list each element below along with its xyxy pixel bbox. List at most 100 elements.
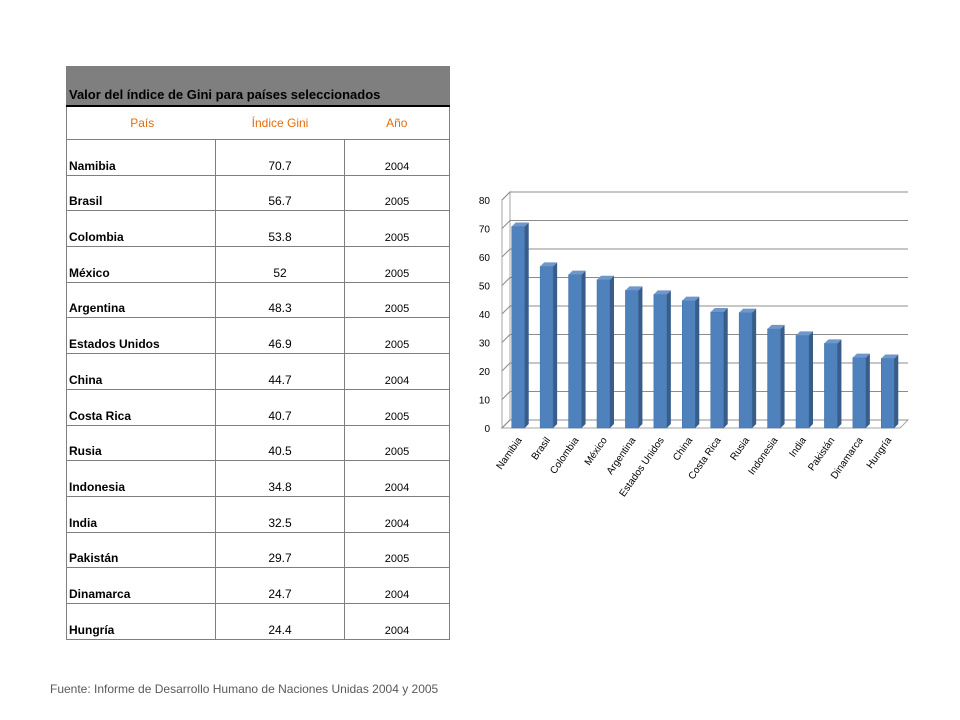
cell-year: 2005	[344, 175, 450, 212]
bar-top	[682, 296, 700, 301]
table-row: Hungría 24.4 2004	[67, 603, 450, 640]
bar-side	[809, 331, 813, 428]
bar-side	[524, 222, 529, 428]
cell-country: Hungría	[69, 622, 115, 637]
bar-top	[710, 308, 728, 313]
cell-gini: 56.7	[215, 175, 345, 212]
cell-country: Rusia	[66, 425, 216, 462]
cell-year: 2004	[344, 353, 450, 390]
bar-top	[540, 262, 558, 267]
cell-gini: 53.8	[215, 210, 345, 248]
bar-top	[824, 339, 842, 344]
cell-year: 2005	[344, 210, 450, 248]
x-tick-label: India	[788, 435, 810, 459]
bar-side	[894, 354, 899, 428]
bar-side	[723, 308, 728, 428]
header-country: País	[66, 106, 216, 140]
x-tick-label: México	[583, 435, 610, 468]
cell-gini: 44.7	[215, 353, 345, 390]
gridline	[501, 248, 908, 258]
bar	[738, 312, 753, 429]
cell-year: 2005	[344, 532, 450, 569]
x-tick-label: Rusia	[728, 435, 752, 463]
bar-top	[511, 222, 529, 227]
cell-country: Dinamarca	[66, 567, 216, 604]
bar-top	[881, 354, 899, 359]
bar-top	[568, 270, 586, 275]
cell-country: Estados Unidos	[66, 317, 216, 355]
table-title: Valor del índice de Gini para países sel…	[66, 66, 450, 107]
cell-year: 2004	[344, 496, 450, 533]
gridline	[501, 362, 908, 372]
cell-gini: 24.7	[215, 567, 345, 604]
x-tick-label: Colombia	[548, 435, 581, 476]
table-body: Namibia 70.7 2004 Brasil 56.7 2005 Colombia 53.…	[66, 139, 450, 640]
gridline	[501, 305, 908, 315]
table-row: India 32.5 2004	[66, 496, 450, 533]
bar-side	[780, 324, 785, 428]
table-title-row: Valor del índice de Gini para países sel…	[66, 66, 450, 107]
x-tick-label: China	[671, 435, 695, 463]
bar	[682, 300, 696, 429]
cell-gini: 29.7	[215, 532, 345, 569]
y-tick-label: 80	[479, 196, 491, 207]
bar	[824, 343, 838, 429]
bar	[653, 294, 668, 429]
bar	[795, 335, 810, 429]
cell-country: México	[66, 246, 216, 283]
cell-country: Brasil	[66, 175, 216, 212]
table-row: México 52 2005	[66, 246, 450, 283]
cell-country: Indonesia	[66, 460, 216, 497]
table-row: Costa Rica 40.7 2005	[66, 389, 450, 426]
y-tick-label: 0	[484, 424, 490, 435]
cell-country: Argentina	[66, 282, 216, 319]
bar-side	[553, 262, 558, 428]
chart-floor	[500, 419, 910, 429]
cell-country: Namibia	[66, 139, 216, 176]
bar-side	[865, 353, 870, 428]
cell-gini: 40.5	[215, 425, 345, 462]
table-header-row: País Índice Gini Año	[66, 106, 450, 140]
table-row: Rusia 40.5 2005	[66, 425, 450, 462]
y-tick-label: 50	[479, 282, 491, 293]
bar	[539, 266, 554, 429]
bar-side	[581, 270, 586, 428]
y-tick-label: 30	[479, 339, 491, 350]
bar-side	[638, 286, 643, 428]
table-row: Colombia 53.8 2005	[66, 210, 450, 248]
cell-country: Colombia	[66, 210, 216, 248]
header-year: Año	[344, 106, 450, 140]
cell-gini: 48.3	[215, 282, 345, 319]
y-tick-label: 20	[479, 367, 491, 378]
table-row: Argentina 48.3 2005	[66, 282, 450, 319]
bar	[710, 311, 724, 429]
gridline	[501, 391, 908, 400]
gridline	[501, 220, 908, 229]
cell-year: 2004	[344, 460, 450, 497]
cell-year: 2005	[344, 425, 450, 462]
cell-country: China	[66, 353, 216, 390]
y-tick-label: 10	[479, 396, 491, 407]
bar	[625, 290, 639, 429]
cell-gini: 40.7	[215, 389, 345, 426]
cell-gini: 70.7	[215, 139, 345, 176]
bar	[852, 357, 867, 429]
bar	[568, 274, 582, 429]
bar-side	[837, 339, 842, 428]
cell-gini: 24.4	[215, 603, 345, 640]
x-tick-label: Indonesia	[747, 435, 781, 477]
cell-year: 2004	[344, 603, 450, 640]
x-tick-label: Pakistán	[806, 435, 837, 473]
bar	[881, 358, 895, 429]
bar	[511, 226, 525, 429]
cell-year: 2005	[344, 246, 450, 283]
bar-top	[625, 286, 643, 291]
table-row: Brasil 56.7 2005	[66, 175, 450, 212]
cell-year: 2005	[344, 389, 450, 426]
cell-gini: 52	[215, 246, 345, 283]
cell-gini: 34.8	[215, 460, 345, 497]
bar-side	[695, 296, 700, 428]
x-tick-label: Brasil	[530, 435, 553, 462]
y-tick-label: 70	[479, 225, 491, 236]
